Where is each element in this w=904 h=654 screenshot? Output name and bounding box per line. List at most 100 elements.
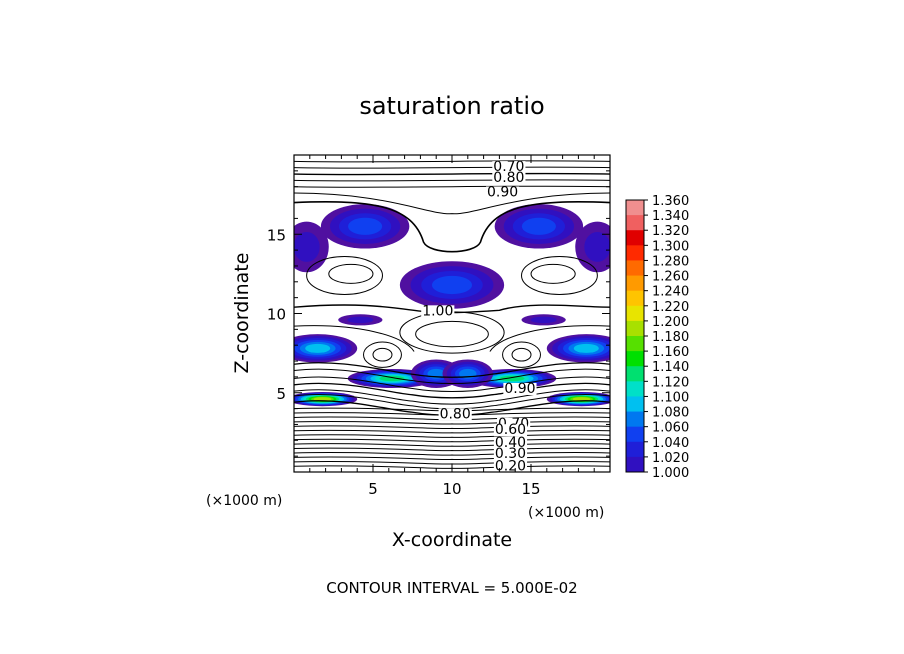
contour-line-23	[294, 389, 610, 405]
region-0-level-3	[348, 217, 383, 235]
colorbar-label-8: 1.200	[652, 315, 689, 330]
contour-line-20	[294, 368, 610, 385]
colorbar-label-14: 1.080	[652, 406, 689, 421]
contour-line-16	[511, 347, 532, 362]
colorbar-swatch-12	[626, 381, 644, 397]
contour-line-33	[294, 438, 610, 443]
contour-line-17	[294, 304, 610, 314]
contour-label-7: 0.60	[495, 422, 526, 438]
region-5	[294, 334, 358, 363]
contour-line-21	[294, 376, 610, 392]
contour-line-2	[294, 172, 610, 176]
contour-line-1	[294, 166, 610, 169]
x-unit-label: (×1000 m)	[528, 505, 604, 521]
colorbar-label-17: 1.020	[652, 451, 689, 466]
colorbar-label-13: 1.100	[652, 390, 689, 405]
contour-line-15	[372, 347, 393, 362]
contour-line-29	[294, 420, 610, 425]
contour-line-37	[294, 456, 610, 461]
contour-line-22	[294, 382, 610, 399]
x-tick-label-5: 5	[368, 480, 378, 498]
colorbar-swatch-8	[626, 320, 644, 337]
colorbar-swatch-3	[626, 245, 644, 261]
y-tick-label-10: 10	[267, 306, 286, 324]
region-2-level-1	[294, 231, 320, 262]
x-tick-label-15: 15	[521, 480, 540, 498]
colorbar-label-6: 1.240	[652, 285, 689, 300]
colorbar-label-18: 1.000	[652, 466, 689, 481]
colorbar-label-7: 1.220	[652, 300, 689, 315]
colorbar-swatch-17	[626, 456, 644, 473]
region-6-level-5	[573, 343, 599, 353]
contour-label-bg-9	[493, 447, 528, 460]
contour-line-8	[521, 255, 598, 295]
colorbar-label-5: 1.260	[652, 270, 689, 285]
colorbar-swatch-10	[626, 351, 644, 367]
region-7-level-1	[347, 316, 374, 324]
colorbar-label-11: 1.140	[652, 360, 689, 375]
contour-line-30	[294, 425, 610, 429]
contour-label-2: 0.90	[487, 184, 518, 200]
region-1-level-3	[521, 217, 556, 235]
plot-area: 0.700.800.901.000.900.800.700.600.400.30…	[267, 154, 611, 498]
contour-label-5: 0.80	[440, 406, 471, 422]
region-12-level-7	[499, 375, 525, 382]
contour-label-bg-4	[503, 382, 537, 395]
contour-label-bg-8	[493, 436, 528, 449]
region-9-level-10	[313, 397, 332, 401]
region-6	[546, 334, 610, 363]
colorbar-swatch-15	[626, 426, 644, 443]
y-axis-label: Z-coordinate	[231, 253, 253, 374]
contour-line-32	[294, 434, 610, 438]
contour-line-3	[294, 179, 610, 182]
contour-label-9: 0.30	[495, 446, 526, 462]
contour-line-4	[294, 185, 610, 188]
chart-title: saturation ratio	[359, 92, 544, 120]
contour-label-3: 1.00	[422, 303, 453, 319]
region-5-level-5	[305, 343, 331, 353]
contour-labels: 0.700.800.901.000.900.800.700.600.400.30…	[421, 159, 537, 475]
colorbar-label-10: 1.160	[652, 345, 689, 360]
contour-line-35	[294, 447, 610, 452]
contour-label-bg-0	[492, 161, 526, 174]
colorbar-swatch-14	[626, 411, 644, 428]
region-11-level-7	[379, 375, 405, 382]
contour-line-13	[363, 341, 402, 368]
region-4-level-3	[431, 275, 473, 295]
region-0	[320, 204, 410, 249]
contour-label-0: 0.70	[493, 159, 524, 175]
contour-line-14	[502, 341, 541, 368]
x-tick-label-10: 10	[442, 480, 461, 498]
region-3-level-1	[584, 231, 610, 262]
contour-label-10: 0.20	[495, 459, 526, 475]
colorbar-swatch-5	[626, 275, 644, 292]
contour-line-6	[294, 201, 610, 253]
contour-line-9	[328, 263, 374, 284]
contour-interval-note: CONTOUR INTERVAL = 5.000E-02	[326, 579, 577, 597]
colorbar-label-3: 1.300	[652, 239, 689, 254]
colorbar-label-1: 1.340	[652, 209, 689, 224]
y-tick-label-5: 5	[276, 385, 286, 403]
colorbar-swatch-13	[626, 396, 644, 413]
colorbar-label-15: 1.060	[652, 421, 689, 436]
contour-label-bg-7	[493, 424, 528, 437]
region-3	[575, 221, 610, 273]
colorbar-label-16: 1.040	[652, 436, 689, 451]
region-4	[399, 261, 505, 309]
colorbar-label-4: 1.280	[652, 254, 689, 269]
y-unit-label: (×1000 m)	[206, 493, 282, 509]
region-1	[494, 204, 584, 249]
contour-lines	[294, 160, 610, 469]
region-8-level-1	[530, 316, 557, 324]
colorbar-swatch-4	[626, 260, 644, 277]
contour-line-38	[294, 460, 610, 465]
contour-label-1: 0.80	[493, 170, 524, 186]
contour-line-19	[294, 362, 610, 378]
x-axis-label: X-coordinate	[392, 529, 512, 551]
colorbar-swatch-16	[626, 441, 644, 458]
contour-line-34	[294, 443, 610, 447]
axis-ticks: 5 10 15 5 10 15	[267, 154, 611, 498]
region-10-level-10	[572, 397, 591, 401]
contour-label-bg-1	[492, 172, 526, 185]
